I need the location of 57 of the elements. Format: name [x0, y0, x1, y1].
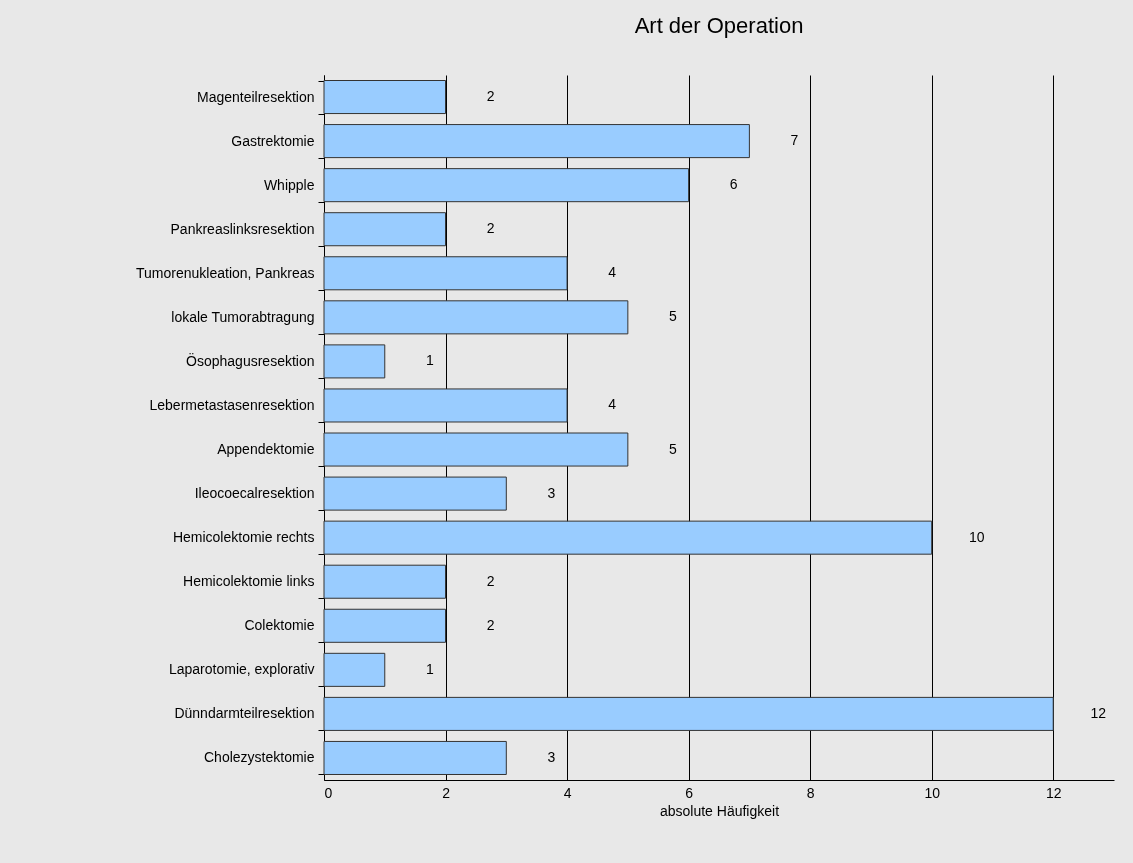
data-label: 1 [425, 660, 434, 677]
bar [323, 696, 1054, 731]
y-tick-label: Hemicolektomie rechts [172, 529, 315, 546]
data-label: 6 [729, 176, 738, 193]
data-label: 3 [547, 748, 556, 765]
bar [323, 300, 629, 335]
data-label: 2 [486, 616, 495, 633]
x-tick-label: 0 [324, 784, 333, 801]
y-tick-label: Appendektomie [217, 441, 315, 458]
data-label: 4 [608, 396, 617, 413]
bar [323, 652, 386, 687]
data-label: 2 [486, 220, 495, 237]
data-label: 10 [968, 528, 985, 545]
x-tick-label: 4 [563, 784, 572, 801]
x-tick-label: 10 [924, 784, 941, 801]
y-tick-label: Ösophagusresektion [186, 351, 315, 369]
x-axis-title: absolute Häufigkeit [659, 802, 780, 819]
y-tick-label: Whipple [263, 176, 315, 193]
bar [323, 256, 568, 291]
bar [323, 212, 447, 247]
bar [323, 476, 507, 511]
y-tick-label: Hemicolektomie links [183, 573, 315, 590]
y-tick-label: Magenteilresektion [196, 88, 315, 105]
data-label: 5 [668, 308, 677, 325]
x-tick-label: 12 [1045, 784, 1062, 801]
x-tick-label: 2 [442, 784, 451, 801]
data-label: 1 [425, 352, 434, 369]
y-tick-label: Ileocoecalresektion [194, 485, 315, 502]
data-label: 2 [486, 572, 495, 589]
chart-title: Art der Operation [634, 13, 804, 38]
bar [323, 388, 568, 423]
y-tick-label: Tumorenukleation, Pankreas [136, 264, 315, 281]
x-tick-label: 6 [685, 784, 694, 801]
y-tick-label: Gastrektomie [231, 132, 315, 149]
bar [323, 432, 629, 467]
bar [323, 740, 507, 775]
x-tick-label: 8 [806, 784, 815, 801]
y-tick-label: Laparotomie, explorativ [168, 661, 315, 678]
bar [323, 608, 447, 643]
y-tick-label: Colektomie [244, 617, 315, 634]
y-tick-label: Lebermetastasenresektion [149, 396, 315, 413]
data-label: 3 [547, 484, 556, 501]
bar [323, 80, 447, 115]
y-tick-label: lokale Tumorabtragung [171, 308, 315, 325]
data-label: 7 [790, 132, 799, 149]
data-label: 5 [668, 440, 677, 457]
y-tick-label: Dünndarmteilresektion [174, 705, 315, 722]
data-label: 2 [486, 88, 495, 105]
y-tick-label: Cholezystektomie [204, 749, 315, 766]
y-tick-label: Pankreaslinksresektion [170, 220, 315, 237]
bar [323, 344, 386, 379]
bar [323, 168, 690, 203]
bar [323, 520, 933, 555]
bar [323, 124, 750, 159]
data-label: 4 [608, 264, 617, 281]
data-label: 12 [1090, 704, 1107, 721]
bar [323, 564, 447, 599]
